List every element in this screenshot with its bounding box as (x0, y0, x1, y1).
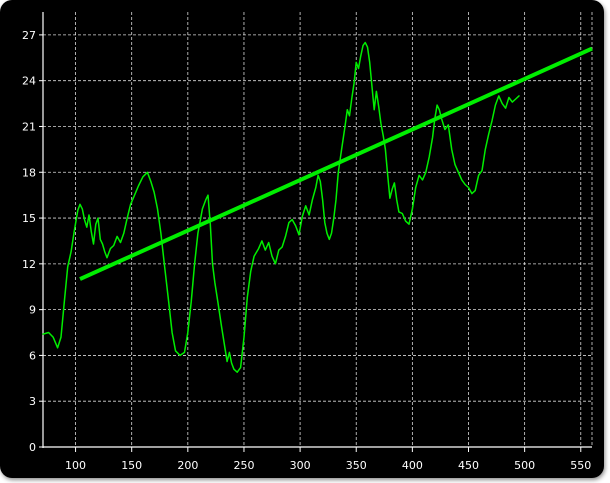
x-tick-label: 300 (290, 459, 311, 472)
y-tick-label: 6 (29, 349, 36, 362)
x-tick-label: 250 (233, 459, 254, 472)
x-tick-label: 150 (121, 459, 142, 472)
y-tick-label: 3 (29, 395, 36, 408)
x-tick-label: 500 (514, 459, 535, 472)
data-line-series (42, 41, 520, 373)
y-tick-label: 9 (29, 304, 36, 317)
x-tick-label: 400 (402, 459, 423, 472)
x-tick-label: 100 (65, 459, 86, 472)
y-tick-label: 24 (22, 75, 36, 88)
x-tick-label: 450 (458, 459, 479, 472)
y-tick-label: 0 (29, 441, 36, 454)
x-tick-label: 550 (570, 459, 591, 472)
trend-line-series (79, 46, 593, 281)
x-tick-label: 200 (177, 459, 198, 472)
y-tick-label: 18 (22, 166, 36, 179)
x-tick-label: 350 (346, 459, 367, 472)
y-tick-label: 27 (22, 29, 36, 42)
y-tick-label: 15 (22, 212, 36, 225)
y-tick-label: 21 (22, 120, 36, 133)
y-tick-label: 12 (22, 258, 36, 271)
